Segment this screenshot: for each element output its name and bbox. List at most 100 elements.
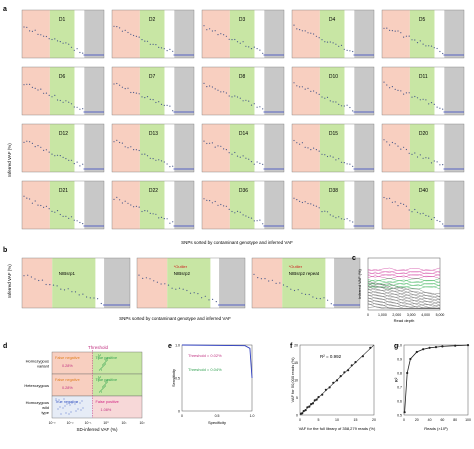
row-label: Heterozygous xyxy=(24,383,49,388)
tile-b-dot xyxy=(304,293,307,295)
tile-dot xyxy=(352,165,354,167)
tile-dot xyxy=(23,84,25,86)
tile-d13: D13 xyxy=(111,123,195,173)
excluded-zone xyxy=(444,10,464,58)
excluded-zone xyxy=(444,181,464,229)
tile-dot xyxy=(338,45,340,47)
tile-b-dot xyxy=(156,281,158,283)
tile-b-dot xyxy=(171,287,173,289)
tile-dot xyxy=(310,90,312,92)
tile-dot xyxy=(166,163,168,165)
tile-dot xyxy=(59,41,61,43)
tile-dot xyxy=(442,223,444,225)
tile-dot xyxy=(231,153,233,155)
variant-dot xyxy=(104,384,105,386)
tile-dot xyxy=(307,202,309,205)
tick-label: 10⁻² xyxy=(67,421,75,425)
panel-f-ticks: 00 5 5 10 10 15 15 20 20 xyxy=(294,344,376,423)
tile-dot xyxy=(324,154,326,156)
tile-dot xyxy=(403,146,405,148)
tile-dot xyxy=(403,36,405,38)
tile-dot xyxy=(338,103,340,105)
tile-d14: D14 xyxy=(201,123,285,173)
tile-dot xyxy=(422,157,424,159)
tile-dot xyxy=(40,204,42,207)
tile-b-dot xyxy=(27,274,29,276)
tile-dot xyxy=(225,149,227,151)
tile-frame xyxy=(381,9,465,59)
tile-dot xyxy=(389,87,391,89)
tile-dot xyxy=(158,217,160,219)
variant-dot xyxy=(104,362,105,364)
panel-c-xlabel: Read depth xyxy=(394,318,415,323)
tile-d38: D38 xyxy=(291,180,375,230)
homozygous-zone xyxy=(112,10,140,58)
tile-dot xyxy=(51,38,53,41)
tile-dot xyxy=(405,92,407,94)
tile-dot xyxy=(321,39,323,41)
tile-dot xyxy=(338,158,340,160)
variant-dot xyxy=(66,403,68,405)
tile-dot xyxy=(242,100,244,102)
homozygous-zone xyxy=(22,258,53,308)
tile-d5: D5 xyxy=(381,9,465,59)
homozygous-zone xyxy=(382,181,410,229)
tile-b-dot xyxy=(78,294,80,296)
tile-dot xyxy=(315,92,317,94)
tile-dot xyxy=(428,215,430,217)
tile-dot xyxy=(23,26,25,28)
tile-dot xyxy=(34,200,36,202)
tile-dot xyxy=(343,105,345,107)
tile-dot xyxy=(223,91,225,93)
excluded-zone xyxy=(84,181,104,229)
scatter-point xyxy=(321,393,324,396)
tile-dot xyxy=(343,48,345,50)
tile-dot xyxy=(51,96,53,98)
tile-dot xyxy=(206,142,208,145)
tile-dot xyxy=(411,211,413,213)
wildtype-zone xyxy=(164,10,175,58)
tile-dot xyxy=(296,28,298,30)
row-label: type xyxy=(41,410,49,415)
tile-dot xyxy=(34,29,36,31)
variant-dot xyxy=(102,386,103,388)
tile-dot xyxy=(340,161,343,163)
tile-dot xyxy=(82,52,84,54)
outlier-label: *Outlier xyxy=(289,264,303,269)
wildtype-zone xyxy=(325,258,335,308)
panel-e-frame xyxy=(181,344,253,412)
tile-dot xyxy=(166,50,168,52)
tile-dot xyxy=(416,42,419,44)
cell-left xyxy=(52,374,93,396)
depth-trace xyxy=(367,282,441,298)
tile-dot xyxy=(326,96,329,98)
scatter-point xyxy=(347,369,350,372)
tile-dot xyxy=(127,147,129,149)
variant-dot xyxy=(105,363,106,365)
variant-dot xyxy=(105,385,106,387)
tile-dot xyxy=(155,101,157,104)
tile-dot xyxy=(416,97,419,99)
tile-dot xyxy=(138,36,140,38)
tile-dot xyxy=(29,83,31,85)
tile-dot xyxy=(31,30,33,32)
tile-dot xyxy=(293,197,295,199)
tile-dot xyxy=(79,51,81,54)
x-tick-label: 15 xyxy=(354,418,358,422)
wildtype-zone xyxy=(254,67,265,115)
depth-trace xyxy=(367,281,441,285)
tile-dot xyxy=(425,45,427,47)
tile-dot xyxy=(329,100,331,102)
tile-dot xyxy=(169,166,171,168)
tile-dot xyxy=(31,86,33,88)
tile-dot xyxy=(315,149,317,151)
tile-dot xyxy=(416,211,419,213)
tile-dot xyxy=(422,43,424,45)
tile-dot xyxy=(349,163,351,165)
variant-dot xyxy=(107,359,108,361)
tile-frame xyxy=(201,66,285,116)
tick-label: 5,000 xyxy=(436,313,445,317)
tile-dot xyxy=(386,198,388,200)
panel-b-letter: b xyxy=(3,247,7,254)
tile-frame xyxy=(381,180,465,230)
